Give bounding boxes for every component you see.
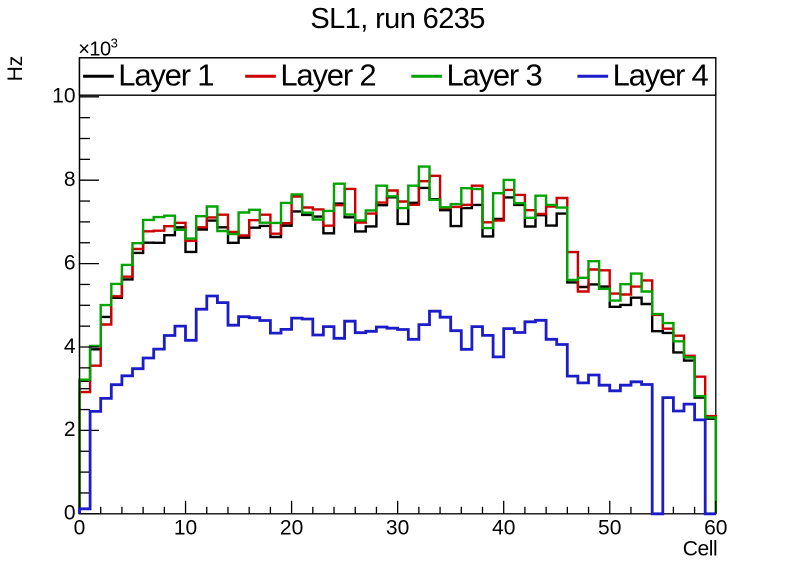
svg-text:Layer 2: Layer 2: [280, 57, 375, 92]
svg-text:Cell: Cell: [683, 537, 718, 560]
svg-text:10: 10: [174, 516, 197, 539]
svg-text:Layer 3: Layer 3: [447, 57, 542, 92]
svg-text:0: 0: [74, 516, 86, 539]
svg-text:SL1, run 6235: SL1, run 6235: [310, 3, 484, 35]
svg-text:10: 10: [52, 85, 75, 108]
svg-text:30: 30: [386, 516, 409, 539]
svg-text:20: 20: [280, 516, 303, 539]
svg-text:60: 60: [704, 516, 727, 539]
svg-text:0: 0: [64, 502, 76, 525]
svg-text:4: 4: [64, 335, 76, 358]
svg-text:2: 2: [64, 418, 76, 441]
svg-text:Hz: Hz: [4, 56, 27, 82]
svg-text:50: 50: [598, 516, 621, 539]
svg-text:Layer 4: Layer 4: [613, 57, 709, 92]
svg-text:8: 8: [64, 168, 76, 191]
svg-text:Layer 1: Layer 1: [118, 57, 213, 92]
svg-text:6: 6: [64, 251, 76, 274]
svg-text:40: 40: [492, 516, 515, 539]
